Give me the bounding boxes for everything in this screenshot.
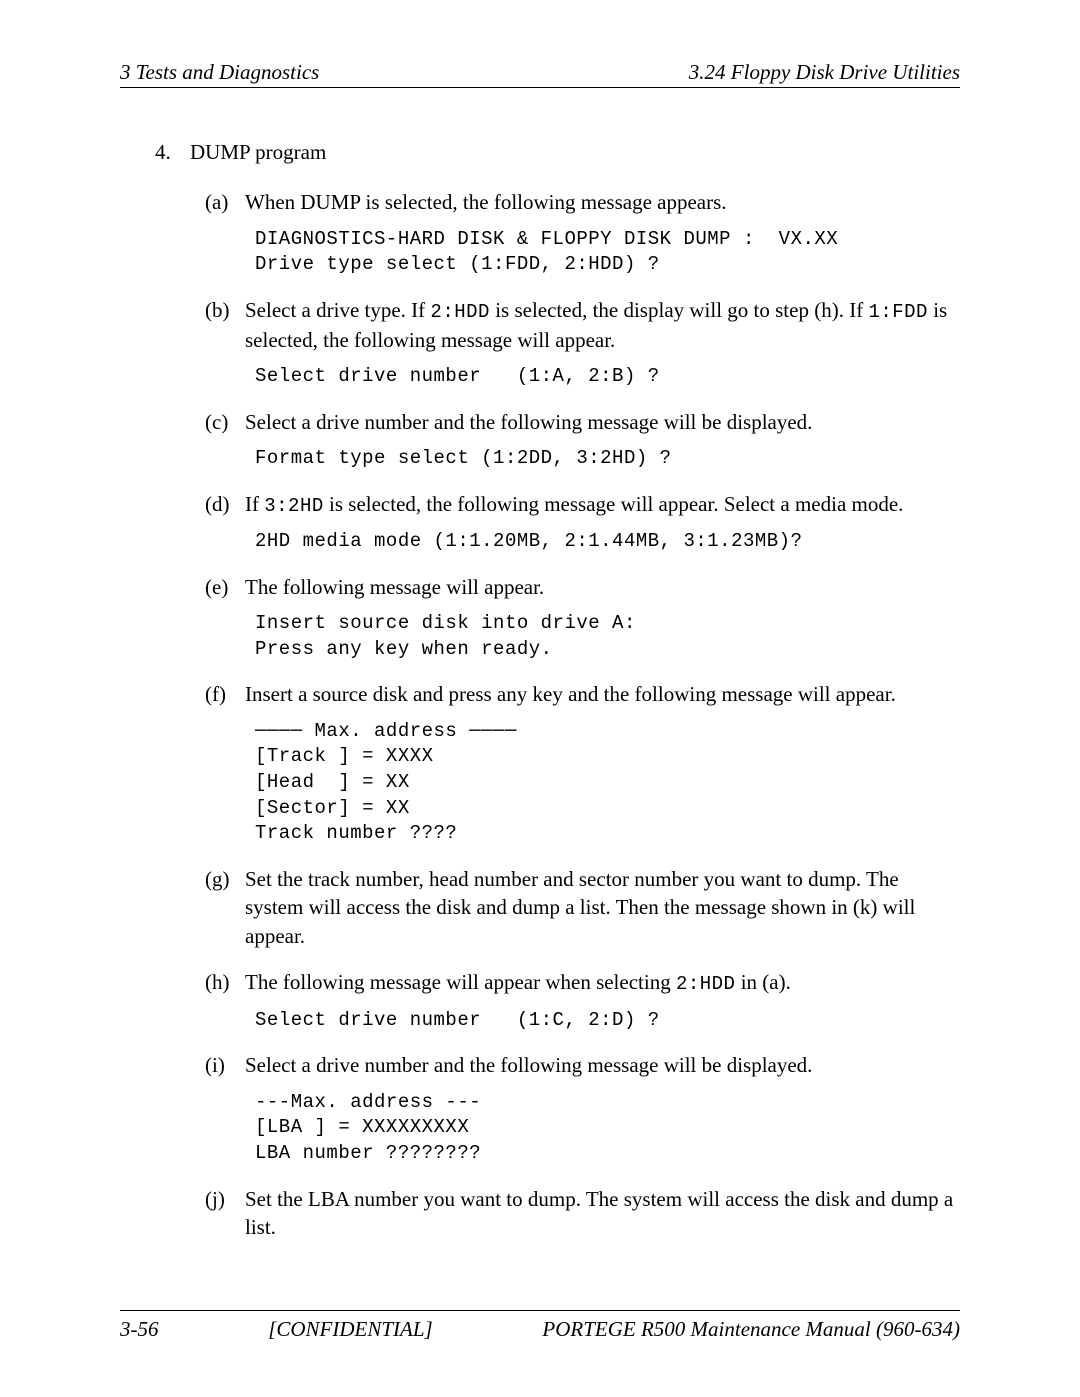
header-right: 3.24 Floppy Disk Drive Utilities (689, 60, 960, 85)
sub-label-f: (f) (205, 680, 245, 708)
sub-label-d: (d) (205, 490, 245, 520)
sub-label-i: (i) (205, 1051, 245, 1079)
sub-item-d: (d) If 3:2HD is selected, the following … (205, 490, 960, 555)
sub-text-a: When DUMP is selected, the following mes… (245, 188, 960, 216)
footer-left: 3-56 (120, 1317, 159, 1342)
sub-item-c: (c) Select a drive number and the follow… (205, 408, 960, 472)
h-mono1: 2:HDD (676, 973, 736, 995)
sub-list: (a) When DUMP is selected, the following… (205, 188, 960, 1241)
code-d: 2HD media mode (1:1.20MB, 2:1.44MB, 3:1.… (255, 529, 960, 555)
sub-item-h: (h) The following message will appear wh… (205, 968, 960, 1033)
page-container: 3 Tests and Diagnostics 3.24 Floppy Disk… (0, 0, 1080, 1397)
code-f: ──── Max. address ──── [Track ] = XXXX [… (255, 719, 960, 847)
sub-label-j: (j) (205, 1185, 245, 1242)
sub-text-f: Insert a source disk and press any key a… (245, 680, 960, 708)
code-e: Insert source disk into drive A: Press a… (255, 611, 960, 662)
sub-item-a: (a) When DUMP is selected, the following… (205, 188, 960, 278)
b-mid: is selected, the display will go to step… (490, 298, 869, 322)
header-left: 3 Tests and Diagnostics (120, 60, 319, 85)
d-post: is selected, the following message will … (324, 492, 904, 516)
b-mono1: 2:HDD (430, 301, 490, 323)
sub-item-e: (e) The following message will appear. I… (205, 573, 960, 663)
item-number: 4. (155, 138, 190, 166)
b-mono2: 1:FDD (868, 301, 928, 323)
sub-item-j: (j) Set the LBA number you want to dump.… (205, 1185, 960, 1242)
sub-item-i: (i) Select a drive number and the follow… (205, 1051, 960, 1166)
footer-center: [CONFIDENTIAL] (268, 1317, 433, 1342)
sub-text-c: Select a drive number and the following … (245, 408, 960, 436)
sub-text-g: Set the track number, head number and se… (245, 865, 960, 950)
item-title: DUMP program (190, 138, 326, 166)
code-b: Select drive number (1:A, 2:B) ? (255, 364, 960, 390)
h-post: in (a). (735, 970, 790, 994)
code-i: ---Max. address --- [LBA ] = XXXXXXXXX L… (255, 1090, 960, 1167)
b-pre: Select a drive type. If (245, 298, 430, 322)
footer-right: PORTEGE R500 Maintenance Manual (960-634… (542, 1317, 960, 1342)
h-pre: The following message will appear when s… (245, 970, 676, 994)
numbered-item: 4. DUMP program (155, 138, 960, 166)
sub-label-b: (b) (205, 296, 245, 354)
sub-item-g: (g) Set the track number, head number an… (205, 865, 960, 950)
sub-label-h: (h) (205, 968, 245, 998)
sub-text-j: Set the LBA number you want to dump. The… (245, 1185, 960, 1242)
code-a: DIAGNOSTICS-HARD DISK & FLOPPY DISK DUMP… (255, 227, 960, 278)
code-c: Format type select (1:2DD, 3:2HD) ? (255, 446, 960, 472)
page-header: 3 Tests and Diagnostics 3.24 Floppy Disk… (120, 60, 960, 88)
d-mono1: 3:2HD (264, 495, 324, 517)
page-content: 4. DUMP program (a) When DUMP is selecte… (120, 138, 960, 1241)
sub-text-d: If 3:2HD is selected, the following mess… (245, 490, 960, 520)
code-h: Select drive number (1:C, 2:D) ? (255, 1008, 960, 1034)
sub-text-h: The following message will appear when s… (245, 968, 960, 998)
sub-label-e: (e) (205, 573, 245, 601)
sub-text-i: Select a drive number and the following … (245, 1051, 960, 1079)
sub-text-e: The following message will appear. (245, 573, 960, 601)
sub-item-b: (b) Select a drive type. If 2:HDD is sel… (205, 296, 960, 390)
sub-label-c: (c) (205, 408, 245, 436)
d-pre: If (245, 492, 264, 516)
page-footer: 3-56 [CONFIDENTIAL] PORTEGE R500 Mainten… (120, 1310, 960, 1342)
sub-label-g: (g) (205, 865, 245, 950)
sub-text-b: Select a drive type. If 2:HDD is selecte… (245, 296, 960, 354)
sub-item-f: (f) Insert a source disk and press any k… (205, 680, 960, 847)
sub-label-a: (a) (205, 188, 245, 216)
